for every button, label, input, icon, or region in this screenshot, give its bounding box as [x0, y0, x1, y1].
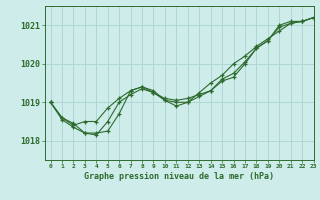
X-axis label: Graphe pression niveau de la mer (hPa): Graphe pression niveau de la mer (hPa) — [84, 172, 274, 181]
